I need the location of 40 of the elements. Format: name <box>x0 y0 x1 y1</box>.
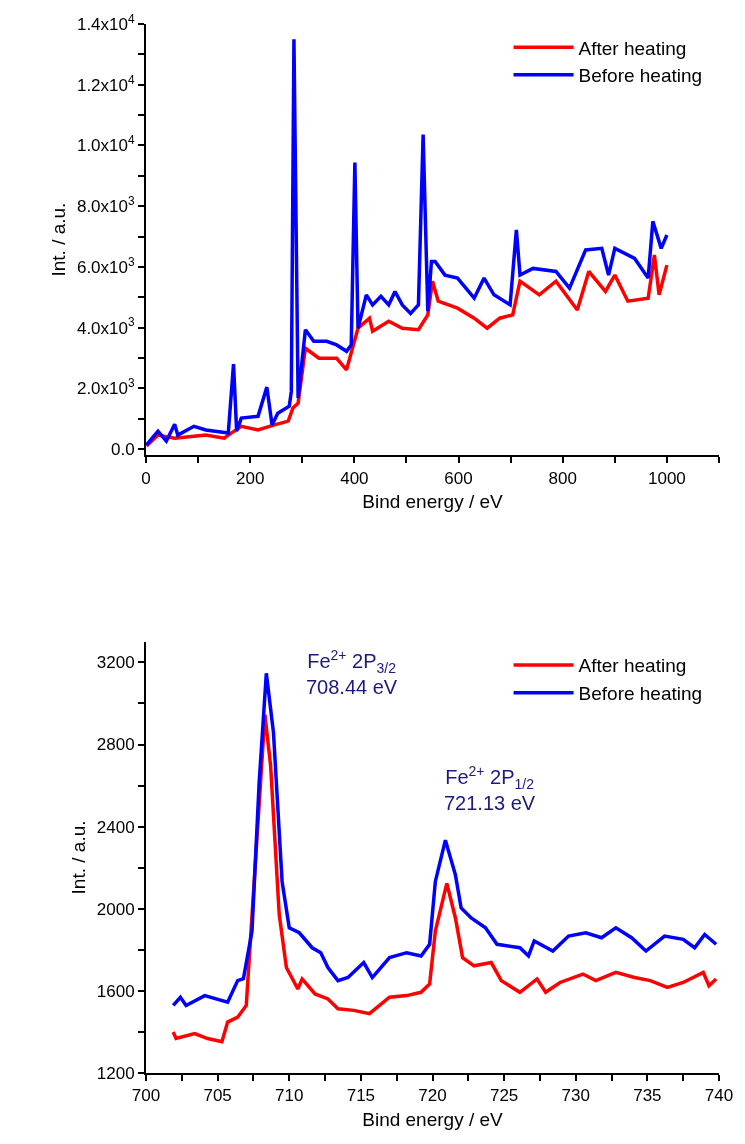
x-tick-label: 705 <box>203 1086 232 1106</box>
y-tick-label: 3200 <box>96 653 135 673</box>
legend-label: Before heating <box>578 65 703 87</box>
x-tick-label: 720 <box>418 1086 447 1106</box>
y-tick-label: 2000 <box>96 899 135 919</box>
annotation: Fe$^{2+}$ 2P$_{1/2}$ 721.13 eV <box>444 763 536 815</box>
y-tick-label: 1.0x10$^{4}$ <box>76 133 135 156</box>
x-tick-label: 710 <box>275 1086 304 1106</box>
x-tick-label: 200 <box>235 468 265 488</box>
y-tick-label: 1200 <box>96 1063 135 1083</box>
y-tick-label: 1.4x10$^{4}$ <box>76 11 135 34</box>
x-tick-label: 400 <box>340 468 369 488</box>
x-tick-label: 0 <box>141 468 151 488</box>
x-axis-title: Bind energy / eV <box>362 1108 504 1130</box>
x-axis-title: Bind energy / eV <box>362 490 504 512</box>
y-tick-label: 8.0x10$^{3}$ <box>76 193 135 217</box>
y-axis-title: Int. / a.u. <box>68 820 90 895</box>
y-tick-label: 2.0x10$^{3}$ <box>76 376 135 399</box>
legend-label: After heating <box>578 37 687 59</box>
x-tick-label: 730 <box>561 1086 590 1106</box>
x-tick-label: 735 <box>633 1086 662 1106</box>
y-tick-label: 0.0 <box>110 440 135 460</box>
annotation: Fe$^{2+}$ 2P$_{3/2}$ 708.44 eV <box>306 647 398 699</box>
y-tick-label: 1.2x10$^{4}$ <box>76 72 135 95</box>
y-tick-label: 1600 <box>96 981 135 1001</box>
x-tick-label: 715 <box>346 1086 376 1106</box>
x-tick-label: 800 <box>548 468 577 488</box>
y-tick-label: 6.0x10$^{3}$ <box>76 254 135 277</box>
y-tick-label: 4.0x10$^{3}$ <box>76 315 135 338</box>
legend-label: Before heating <box>578 683 703 705</box>
y-tick-label: 2400 <box>96 817 135 837</box>
x-tick-label: 725 <box>489 1086 519 1106</box>
y-tick-label: 2800 <box>96 735 135 755</box>
line-series <box>146 253 669 448</box>
x-tick-label: 740 <box>704 1086 734 1106</box>
y-axis-title: Int. / a.u. <box>48 202 70 277</box>
x-tick-label: 700 <box>131 1086 161 1106</box>
legend-label: After heating <box>578 655 687 677</box>
x-tick-label: 1000 <box>648 468 686 488</box>
x-tick-label: 600 <box>444 468 473 488</box>
